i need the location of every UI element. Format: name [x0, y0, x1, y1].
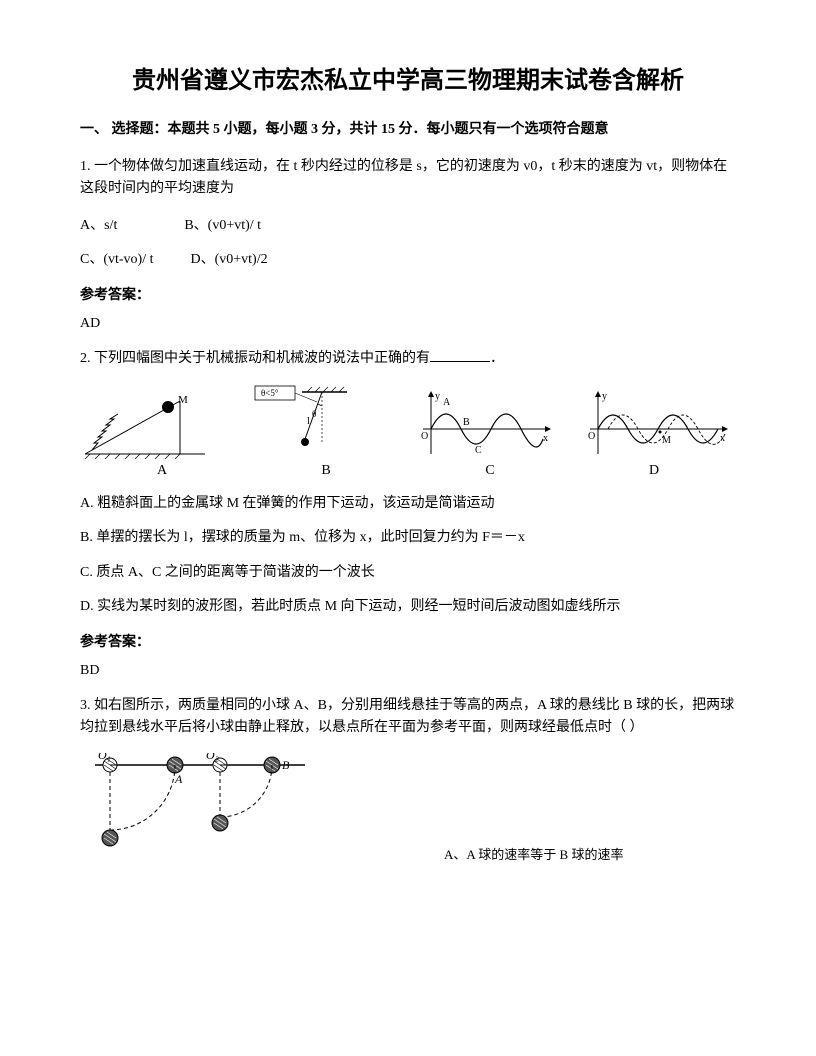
svg-text:x: x — [543, 433, 548, 444]
svg-text:O₂: O₂ — [206, 753, 219, 762]
q2-figA: M — [80, 389, 237, 459]
q2-optC: C. 质点 A、C 之间的距离等于简谐波的一个波长 — [80, 562, 736, 584]
svg-text:θ: θ — [312, 409, 316, 419]
q2-figure-labels: A B C D — [80, 463, 736, 479]
svg-text:O: O — [421, 431, 428, 442]
svg-text:y: y — [602, 391, 607, 402]
q1-text: 1. 一个物体做匀加速直线运动，在 t 秒内经过的位移是 s，它的初速度为 v0… — [80, 156, 736, 201]
svg-text:y: y — [435, 391, 440, 402]
q3-figure: O₁ A — [80, 753, 736, 863]
svg-text:θ<5°: θ<5° — [261, 388, 279, 398]
svg-text:C: C — [475, 445, 482, 456]
q1-optD: D、(v0+vt)/2 — [191, 252, 268, 267]
svg-text:O₁: O₁ — [98, 753, 111, 762]
q2-optA: A. 粗糙斜面上的金属球 M 在弹簧的作用下运动，该运动是简谐运动 — [80, 493, 736, 515]
q1-optC: C、(vt-vo)/ t — [80, 252, 154, 267]
q2-suffix: ． — [490, 351, 504, 366]
svg-text:B: B — [282, 758, 290, 772]
q2-answer: BD — [80, 663, 736, 679]
svg-text:M: M — [662, 435, 671, 446]
q1-optA: A、s/t — [80, 218, 117, 233]
page-title: 贵州省遵义市宏杰私立中学高三物理期末试卷含解析 — [80, 60, 736, 95]
svg-text:O: O — [588, 431, 595, 442]
q3-optA: A、A 球的速率等于 B 球的速率 — [444, 844, 623, 863]
q1-answer: AD — [80, 316, 736, 332]
q2-figD-label: D — [572, 463, 736, 479]
q2-optD: D. 实线为某时刻的波形图，若此时质点 M 向下运动，则经一短时间后波动图如虚线… — [80, 596, 736, 618]
q2-figC-label: C — [408, 463, 572, 479]
svg-text:l: l — [307, 416, 310, 427]
q2-figure-row: M θ — [80, 384, 736, 459]
svg-text:A: A — [174, 772, 183, 786]
section-heading: 一、 选择题：本题共 5 小题，每小题 3 分，共计 15 分．每小题只有一个选… — [80, 119, 736, 140]
blank-line — [430, 361, 490, 362]
svg-text:A: A — [443, 397, 451, 408]
q2-figD: y x O M — [580, 389, 737, 459]
q1-options-row2: C、(vt-vo)/ t D、(v0+vt)/2 — [80, 249, 736, 271]
q2-figA-label: A — [80, 463, 244, 479]
svg-text:B: B — [463, 417, 470, 428]
q2-figC: y x O A B C — [413, 389, 570, 459]
q2-figB: θ l θ<5° — [247, 384, 404, 459]
q2-figB-label: B — [244, 463, 408, 479]
q1-optB: B、(v0+vt)/ t — [184, 218, 261, 233]
q2-text: 2. 下列四幅图中关于机械振动和机械波的说法中正确的有 ． — [80, 348, 736, 370]
q1-answer-label: 参考答案： — [80, 284, 736, 304]
svg-text:M: M — [178, 394, 188, 406]
q1-options-row1: A、s/t B、(v0+vt)/ t — [80, 215, 736, 237]
q2-optB: B. 单摆的摆长为 l，摆球的质量为 m、位移为 x，此时回复力约为 F＝－x — [80, 527, 736, 549]
q3-text: 3. 如右图所示，两质量相同的小球 A、B，分别用细线悬挂于等高的两点，A 球的… — [80, 695, 736, 740]
q2-answer-label: 参考答案： — [80, 631, 736, 651]
q2-text-main: 2. 下列四幅图中关于机械振动和机械波的说法中正确的有 — [80, 351, 430, 366]
